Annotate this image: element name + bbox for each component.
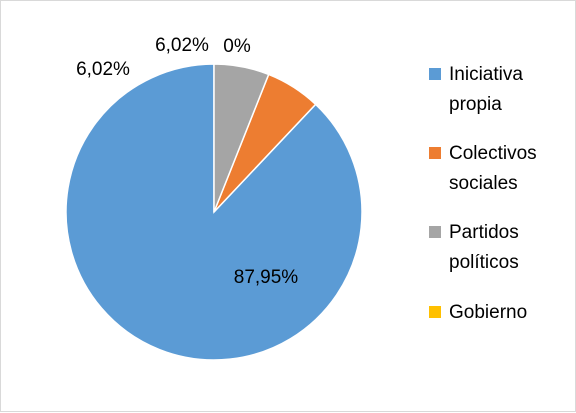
pie-slice-partidos-politicos [213,63,270,213]
legend: Iniciativa propia Colectivos sociales Partid… [429,64,537,323]
legend-entry-gobierno: Gobierno [429,302,527,323]
data-label-colectivos-sociales: 6,02% [76,59,130,80]
legend-label-partidos-politicos: Partidos políticos [449,222,519,273]
legend-entry-iniciativa-propia: Iniciativa propia [429,64,523,115]
legend-swatch-iniciativa-propia [429,68,441,80]
data-label-gobierno: 0% [223,36,251,57]
legend-swatch-colectivos-sociales [429,147,441,159]
data-label-iniciativa-propia: 87,95% [234,267,299,288]
legend-label-colectivos-sociales: Colectivos sociales [449,143,537,194]
data-label-partidos-politicos: 6,02% [155,35,209,56]
legend-entry-colectivos-sociales: Colectivos sociales [429,143,537,194]
legend-label-gobierno: Gobierno [449,302,527,323]
legend-label-iniciativa-propia: Iniciativa propia [449,64,523,115]
legend-entry-partidos-politicos: Partidos políticos [429,222,519,273]
data-labels: 87,95% 6,02% 6,02% 0% [76,35,298,288]
pie-slices [65,63,363,361]
legend-swatch-partidos-politicos [429,226,441,238]
legend-swatch-gobierno [429,306,441,318]
